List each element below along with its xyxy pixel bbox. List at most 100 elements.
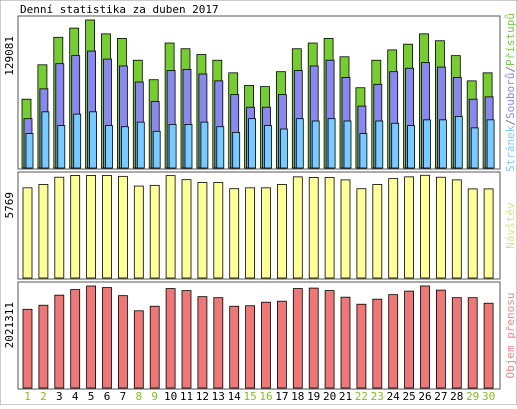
bar-Stránek-17 [279,128,288,169]
chart-panel-middle: 5769 Návštěv [3,171,517,280]
bar-Návštěv-15 [245,187,256,279]
legend: Objem přenosu [504,292,517,378]
x-tick-label-16: 16 [259,390,272,403]
bar-Stránek-18 [295,118,304,169]
bar-Návštěv-6 [102,175,112,279]
bar-Objem-přenosu-1 [22,308,33,389]
legend-part-4: Přístupů [504,13,517,66]
bar-Návštěv-26 [420,174,430,279]
bar-Stránek-14 [232,132,241,169]
bar-Objem-přenosu-28 [451,297,462,389]
bar-Návštěv-24 [388,178,399,279]
bar-Objem-přenosu-13 [213,297,224,389]
x-tick-label-1: 1 [24,390,31,403]
bar-Návštěv-27 [435,176,446,279]
bar-Stránek-9 [152,130,161,169]
bar-Stránek-25 [407,125,416,169]
bar-Stránek-29 [470,127,479,169]
bar-Stránek-19 [311,120,320,169]
x-tick-label-3: 3 [56,390,63,403]
bar-Objem-přenosu-6 [102,287,112,389]
x-tick-label-24: 24 [387,390,401,403]
legend: Návštěv [504,202,517,249]
bar-Návštěv-3 [54,176,65,279]
bar-Objem-přenosu-25 [404,290,415,389]
x-tick-label-6: 6 [104,390,111,403]
bar-Návštěv-12 [197,182,208,279]
bar-Objem-přenosu-11 [181,290,192,389]
legend-part-0: Stránek [504,125,517,172]
x-tick-label-15: 15 [243,390,256,403]
x-tick-label-7: 7 [120,390,127,403]
bar-Stránek-16 [264,125,272,169]
bar-Návštěv-30 [483,188,494,279]
bar-Stránek-13 [216,126,225,169]
bar-Objem-přenosu-10 [165,288,176,389]
bar-Návštěv-20 [324,176,335,279]
x-tick-label-28: 28 [450,390,463,403]
x-tick-label-19: 19 [307,390,320,403]
chart-panel-bottom: 2021311 Objem přenosu [3,281,517,390]
bar-Objem-přenosu-14 [229,305,240,389]
x-tick-label-10: 10 [164,390,177,403]
x-tick-label-11: 11 [180,390,193,403]
x-tick-label-30: 30 [482,390,495,403]
bar-Návštěv-19 [308,176,319,279]
bar-Objem-přenosu-8 [133,310,144,389]
bar-Objem-přenosu-23 [372,298,383,389]
x-tick-label-20: 20 [323,390,336,403]
bar-Stránek-6 [105,125,113,169]
bar-Návštěv-5 [86,175,96,279]
x-tick-label-29: 29 [466,390,479,403]
legend-part-2: Souborů [504,73,517,119]
bar-Návštěv-4 [70,175,81,279]
bar-Stránek-7 [121,126,129,169]
bar-Stránek-11 [184,124,193,169]
legend: Stránek/Souborů/Přístupů [504,13,517,172]
x-tick-label-22: 22 [355,390,368,403]
y-tick-label: 2021311 [3,302,16,348]
bar-Stránek-27 [438,119,447,169]
x-tick-label-18: 18 [291,390,304,403]
bar-Objem-přenosu-15 [245,305,256,389]
legend-part-0: Objem přenosu [504,292,517,378]
bar-Návštěv-21 [340,179,351,279]
bar-Stránek-12 [200,121,209,169]
x-tick-label-23: 23 [371,390,384,403]
x-axis-labels: 1 2 3 4 5 6 7 8 9 10 11 12 13 14 15 16 17 18 19 20 21 22 23 24 2… [24,390,495,403]
bar-Objem-přenosu-7 [118,295,128,389]
bar-Stránek-20 [327,118,336,169]
y-tick-label: 5769 [3,192,16,219]
bar-Objem-přenosu-4 [70,289,81,389]
bar-Objem-přenosu-24 [388,294,399,389]
x-tick-label-27: 27 [434,390,447,403]
bar-Stránek-24 [391,122,400,169]
x-tick-label-4: 4 [72,390,79,403]
panel-frame [17,171,501,280]
legend-part-1: / [504,119,517,126]
bar-Návštěv-11 [181,179,192,279]
bar-Stránek-28 [454,116,463,169]
bar-Návštěv-25 [404,176,415,279]
bar-Objem-přenosu-29 [467,297,478,389]
bar-Stránek-26 [423,119,431,169]
bar-Stránek-23 [375,120,384,169]
x-tick-label-17: 17 [275,390,288,403]
bar-Objem-přenosu-22 [356,303,367,389]
bar-Objem-přenosu-30 [483,302,494,389]
bar-Stránek-21 [343,120,352,169]
bar-Návštěv-29 [467,188,478,279]
bar-Objem-přenosu-21 [340,296,351,389]
bar-Stránek-1 [25,133,34,169]
x-tick-label-2: 2 [40,390,47,403]
bar-Objem-přenosu-18 [292,288,303,389]
bar-Objem-přenosu-5 [86,285,96,389]
bar-Stránek-5 [89,111,97,169]
x-tick-label-13: 13 [212,390,225,403]
bar-Návštěv-9 [149,184,160,279]
bar-Objem-přenosu-16 [261,301,271,389]
bar-Návštěv-17 [276,184,287,279]
x-tick-label-12: 12 [196,390,209,403]
bar-Návštěv-1 [22,187,33,279]
